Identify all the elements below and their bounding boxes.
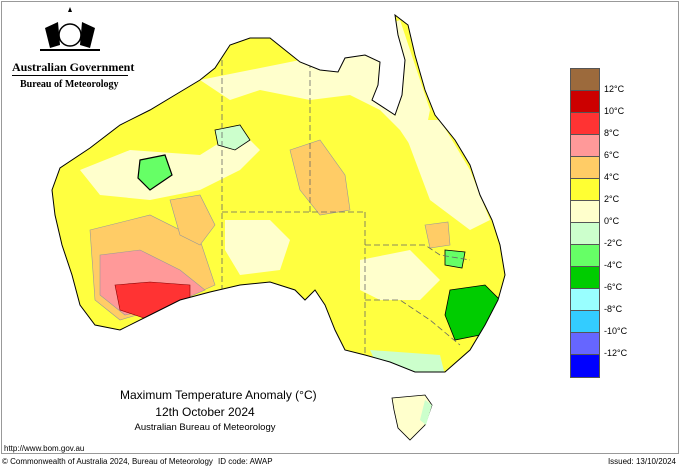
map-date: 12th October 2024 [155,405,255,419]
government-name: Australian Government [12,60,135,74]
map-frame [1,1,679,454]
legend-label: -4°C [604,260,623,270]
legend-swatch [571,179,599,201]
issued-date: Issued: 13/10/2024 [607,457,676,466]
legend-label: -6°C [604,282,623,292]
map-organisation: Australian Bureau of Meteorology [134,422,276,433]
qld-warm-region [424,221,451,249]
legend-label: -2°C [604,238,623,248]
tasmania-cold-region [420,400,432,425]
legend-label: 4°C [604,172,620,182]
legend-label: 2°C [604,194,620,204]
legend-swatch [571,355,599,377]
sa-cool-region [225,220,290,275]
state-borders [221,55,471,355]
legend-swatch [571,113,599,135]
legend-label: -12°C [604,348,628,358]
qld-cool-region [400,120,490,230]
legend-swatch [571,135,599,157]
website-link[interactable]: http://www.bom.gov.au [4,444,85,453]
legend-swatch [571,245,599,267]
agency-name: Bureau of Meteorology [20,79,119,90]
legend-swatch [571,311,599,333]
legend-label: -10°C [604,326,628,336]
legend-label: 12°C [604,84,625,94]
coat-of-arms-logo [40,7,100,51]
legend-swatch [571,201,599,223]
nsw-cool-region [360,250,440,300]
nt-cold-region [214,124,251,151]
header-divider [12,75,128,76]
tasmania [391,394,433,441]
copyright: © Commonwealth of Australia 2024, Bureau… [2,457,213,466]
legend-label: 10°C [604,106,625,116]
legend-swatch [571,289,599,311]
legend-label: 6°C [604,150,620,160]
id-code: ID code: AWAP [218,457,273,466]
map-title: Maximum Temperature Anomaly (°C) [120,388,317,402]
qld-cold-region [444,249,466,269]
legend-swatch [571,91,599,113]
legend-swatch [571,333,599,355]
legend-swatch [571,69,599,91]
legend-label: 0°C [604,216,620,226]
legend-label: -8°C [604,304,623,314]
legend-label: 8°C [604,128,620,138]
nt-warm-region [289,139,351,216]
wa-cold-region [137,154,173,191]
color-legend [570,68,600,378]
wa-cool-region [80,130,260,200]
legend-swatch [571,223,599,245]
wa-warm-region-2 [169,194,216,246]
legend-swatch [571,267,599,289]
legend-swatch [571,157,599,179]
